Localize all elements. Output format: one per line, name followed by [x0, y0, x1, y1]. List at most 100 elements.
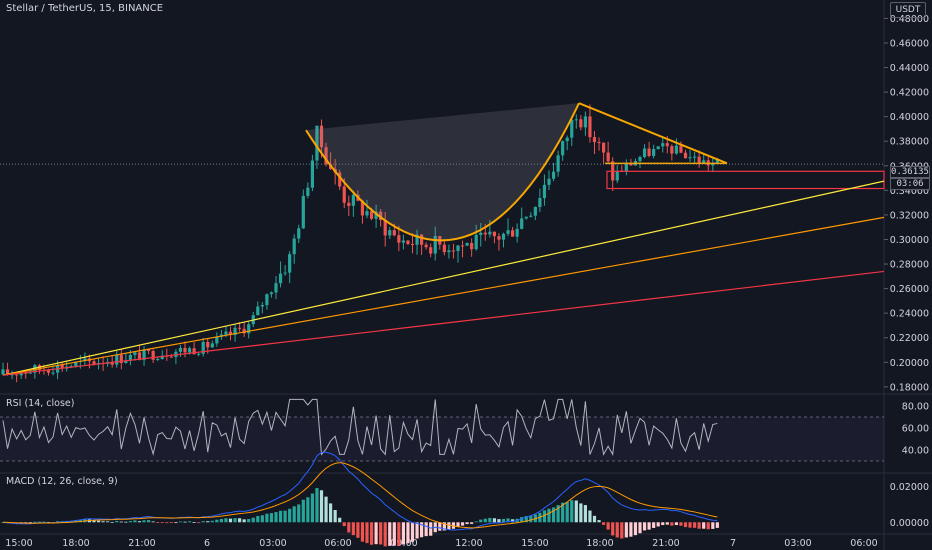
price-tick-label: 0.28000: [890, 260, 929, 271]
time-tick-label: 15:00: [5, 538, 32, 549]
macd-bar: [415, 522, 419, 539]
macd-bar: [592, 515, 597, 523]
candle-body: [19, 372, 23, 376]
candle-body: [292, 238, 296, 255]
rsi-label[interactable]: RSI (14, close): [6, 398, 75, 409]
currency-button[interactable]: USDT: [890, 2, 926, 18]
candle-body: [133, 352, 137, 355]
macd-bar: [679, 522, 683, 526]
price-tick-label: 0.18000: [890, 382, 929, 393]
price-tick-label: 0.20000: [890, 358, 929, 369]
candle-body: [60, 365, 64, 369]
time-tick-label: 18:00: [62, 538, 89, 549]
candle-body: [288, 254, 292, 273]
candle-body: [538, 198, 542, 208]
macd-bar: [588, 510, 592, 523]
macd-bar: [115, 520, 119, 523]
candle-body: [388, 230, 392, 236]
macd-bar: [606, 522, 610, 530]
candle-body: [615, 170, 619, 181]
macd-bar: [238, 518, 242, 523]
macd-bar: [460, 522, 465, 526]
candle-body: [137, 352, 142, 361]
macd-bar: [215, 519, 219, 523]
rsi-band: [0, 417, 884, 461]
macd-bar: [438, 522, 442, 531]
price-tick-label: 0.22000: [890, 333, 929, 344]
candle-body: [206, 341, 210, 348]
candle-body: [347, 202, 351, 206]
candle-body: [424, 244, 428, 248]
macd-bar: [301, 499, 305, 523]
candle-body: [301, 195, 305, 229]
macd-bar: [506, 518, 510, 523]
symbol-title[interactable]: Stellar / TetherUS, 15, BINANCE: [6, 3, 164, 14]
candle-body: [115, 354, 119, 365]
candle-body: [128, 354, 132, 361]
macd-bar: [401, 522, 405, 545]
candle-body: [652, 149, 656, 156]
macd-bar: [256, 516, 260, 523]
price-tick-label: 0.42000: [890, 88, 929, 99]
cup-curve: [305, 102, 580, 242]
macd-bar: [274, 512, 278, 523]
candle-body: [656, 146, 660, 150]
macd-bar: [492, 518, 496, 523]
macd-bar: [642, 522, 647, 531]
macd-tick-label: 0.02000: [890, 482, 929, 493]
candle-body: [697, 156, 701, 164]
macd-bar: [101, 521, 105, 523]
macd-bar: [96, 520, 101, 523]
macd-bar: [392, 522, 396, 546]
macd-bar: [269, 513, 274, 523]
candle-body: [406, 240, 410, 244]
macd-bar: [224, 518, 228, 523]
macd-bar: [106, 521, 110, 523]
candle-body: [228, 331, 233, 335]
macd-bar: [160, 522, 164, 524]
candle-body: [460, 245, 465, 247]
macd-bar: [306, 497, 310, 523]
macd-bar: [383, 522, 387, 547]
candle-body: [124, 360, 128, 364]
macd-bar: [92, 520, 96, 523]
candle-body: [565, 137, 569, 142]
macd-bar: [442, 522, 446, 531]
candle-body: [256, 306, 260, 316]
candle-body: [456, 245, 460, 251]
candle-body: [606, 152, 610, 162]
price-tick-label: 0.34000: [890, 186, 929, 197]
candle-body: [315, 125, 319, 161]
candle-body: [497, 236, 501, 240]
candle-body: [588, 116, 592, 138]
macd-bar: [124, 521, 128, 523]
candle-body: [338, 172, 342, 187]
macd-bar: [315, 488, 319, 523]
candle-body: [429, 247, 433, 254]
macd-bar: [292, 506, 296, 523]
macd-bar: [429, 522, 433, 536]
macd-bar: [547, 508, 551, 523]
macd-bar: [33, 521, 37, 523]
candle-body: [233, 327, 237, 335]
macd-bar: [424, 522, 428, 537]
macd-bar: [192, 522, 196, 523]
candle-body: [415, 234, 419, 245]
candle-body: [524, 216, 528, 219]
macd-bar: [556, 505, 560, 523]
candle-body: [306, 187, 310, 196]
time-tick-label: 6: [204, 538, 210, 549]
countdown-tag: 03:06: [890, 178, 930, 190]
trendline-orange: [2, 216, 885, 376]
candle-body: [483, 232, 487, 235]
macd-bar: [656, 522, 660, 527]
candle-body: [561, 141, 565, 156]
candle-body: [642, 148, 647, 158]
candle-body: [583, 116, 587, 128]
macd-bar: [665, 522, 669, 525]
macd-label[interactable]: MACD (12, 26, close, 9): [6, 476, 118, 487]
macd-tick-label: 0.00000: [890, 518, 929, 529]
candle-body: [197, 353, 201, 355]
